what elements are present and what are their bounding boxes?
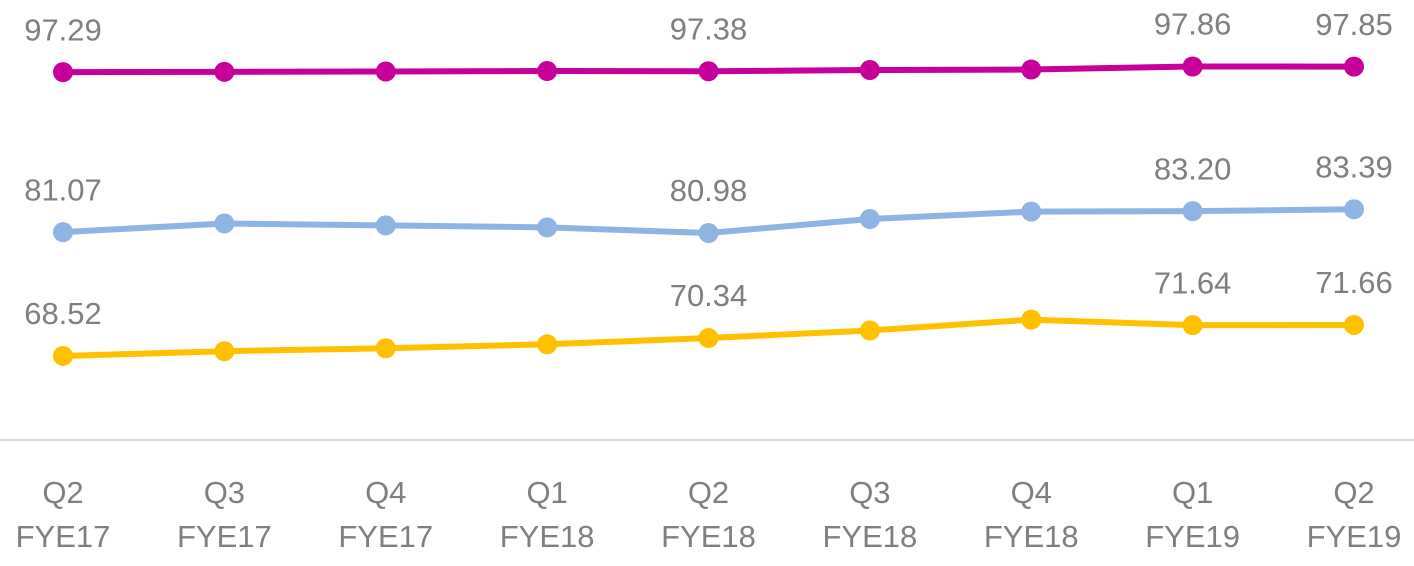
x-tick-label: Q2 xyxy=(42,475,83,510)
x-tick-label: Q3 xyxy=(849,475,890,510)
data-point xyxy=(53,62,73,83)
data-point xyxy=(859,209,880,230)
data-point xyxy=(859,60,880,81)
data-label: 71.66 xyxy=(1315,265,1393,300)
data-point xyxy=(375,61,396,82)
x-tick-label: FYE19 xyxy=(1145,519,1240,554)
x-tick-label: FYE18 xyxy=(661,519,756,554)
x-tick-label: Q4 xyxy=(365,475,406,510)
data-point xyxy=(1021,309,1042,330)
data-point xyxy=(1021,201,1042,222)
data-point xyxy=(1344,199,1364,220)
x-tick-label: FYE18 xyxy=(500,519,595,554)
data-label: 68.52 xyxy=(24,296,102,331)
x-tick-label: Q3 xyxy=(204,475,245,510)
data-label: 70.34 xyxy=(670,278,748,313)
x-tick-label: FYE18 xyxy=(822,519,917,554)
data-point xyxy=(53,345,73,366)
data-point xyxy=(859,320,880,341)
data-label: 71.64 xyxy=(1154,265,1232,300)
x-tick-label: FYE17 xyxy=(177,519,272,554)
data-label: 83.39 xyxy=(1315,149,1393,184)
x-tick-label: FYE17 xyxy=(16,519,111,554)
data-label: 97.29 xyxy=(24,12,102,47)
data-point xyxy=(1344,56,1364,77)
data-label: 97.85 xyxy=(1315,7,1393,42)
data-point xyxy=(214,61,235,82)
data-point xyxy=(1182,201,1203,222)
data-label: 83.20 xyxy=(1154,151,1232,186)
data-point xyxy=(1182,56,1203,77)
x-tick-label: FYE18 xyxy=(984,519,1079,554)
data-point xyxy=(698,61,719,82)
data-point xyxy=(1344,314,1364,335)
data-point xyxy=(1182,315,1203,336)
data-label: 97.86 xyxy=(1154,7,1232,42)
x-tick-label: Q2 xyxy=(688,475,729,510)
x-tick-label: Q1 xyxy=(1172,475,1213,510)
data-point xyxy=(53,222,73,243)
data-label: 97.38 xyxy=(670,11,748,46)
x-tick-label: Q1 xyxy=(526,475,567,510)
data-point xyxy=(537,61,558,82)
data-point xyxy=(537,217,558,238)
data-point xyxy=(214,341,235,362)
data-point xyxy=(537,334,558,355)
data-label: 81.07 xyxy=(24,172,102,207)
x-tick-label: FYE17 xyxy=(338,519,433,554)
x-tick-label: FYE19 xyxy=(1307,519,1402,554)
data-label: 80.98 xyxy=(670,173,748,208)
data-point xyxy=(214,213,235,234)
data-point xyxy=(375,215,396,236)
data-point xyxy=(698,223,719,244)
x-tick-label: Q2 xyxy=(1333,475,1374,510)
data-point xyxy=(698,327,719,348)
x-tick-label: Q4 xyxy=(1011,475,1052,510)
data-point xyxy=(375,338,396,359)
data-point xyxy=(1021,59,1042,80)
